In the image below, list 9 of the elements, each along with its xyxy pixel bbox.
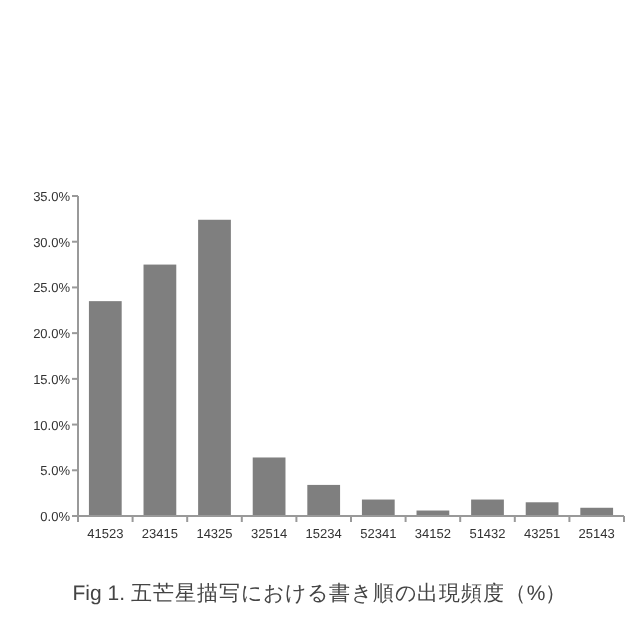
bar (525, 502, 559, 516)
text: Fig 1. 五芒星描写における書き順の出現頻度（%） (72, 580, 568, 606)
bar (88, 301, 122, 516)
bar (361, 499, 395, 516)
bar (252, 457, 286, 516)
bar (143, 264, 177, 516)
bar (307, 484, 341, 516)
bar (471, 499, 504, 516)
bar (198, 219, 231, 516)
